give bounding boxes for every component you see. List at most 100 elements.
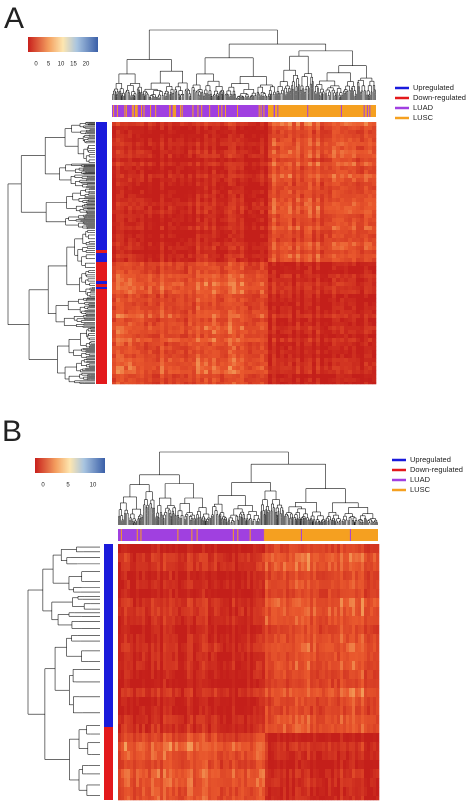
heatmap-cell [144,174,148,178]
heatmap-cell [164,134,168,138]
heatmap-cell [212,298,216,302]
heatmap-cell [112,318,116,322]
heatmap-cell [116,162,120,166]
heatmap-cell [264,310,268,314]
heatmap-cell [124,226,128,230]
heatmap-cell [220,382,224,384]
heatmap-cell [248,382,252,384]
heatmap-cell [212,134,216,138]
heatmap-cell [156,342,160,346]
heatmap-cell [112,250,116,254]
heatmap-cell [112,218,116,222]
heatmap-cell [200,262,204,266]
heatmap-cell [152,198,156,202]
heatmap-cell [180,246,184,250]
heatmap-cell [176,342,180,346]
heatmap-cell [192,170,196,174]
heatmap-cell [192,174,196,178]
heatmap-cell [156,282,160,286]
heatmap-cell [260,154,264,158]
heatmap-cell [284,186,288,190]
heatmap-cell [116,166,120,170]
heatmap-cell [184,242,188,246]
heatmap-cell [260,246,264,250]
heatmap-cell [284,230,288,234]
heatmap-cell [260,174,264,178]
heatmap-cell [272,358,276,362]
heatmap-cell [236,290,240,294]
heatmap-cell [168,318,172,322]
heatmap-cell [232,214,236,218]
heatmap-cell [244,238,248,242]
heatmap-cell [140,162,144,166]
heatmap-cell [112,130,116,134]
heatmap-cell [136,374,140,378]
heatmap-cell [300,274,304,278]
heatmap-cell [296,150,300,154]
heatmap-cell [228,314,232,318]
heatmap-cell [172,262,176,266]
heatmap-cell [132,382,136,384]
heatmap-cell [300,286,304,290]
heatmap-cell [192,238,196,242]
heatmap-cell [156,362,160,366]
heatmap-cell [116,378,120,382]
heatmap-cell [136,222,140,226]
heatmap-cell [120,290,124,294]
heatmap-cell [248,218,252,222]
heatmap-cell [248,258,252,262]
heatmap-cell [132,146,136,150]
heatmap-cell [124,194,128,198]
heatmap-cell [220,182,224,186]
heatmap-cell [128,234,132,238]
heatmap-cell [228,294,232,298]
heatmap-cell [112,138,116,142]
heatmap-cell [144,318,148,322]
heatmap-cell [280,322,284,326]
heatmap-cell [292,370,296,374]
heatmap-cell [244,362,248,366]
heatmap-cell [232,342,236,346]
heatmap-cell [156,254,160,258]
heatmap-cell [300,210,304,214]
heatmap-cell [208,210,212,214]
heatmap-cell [228,286,232,290]
heatmap-cell [176,346,180,350]
heatmap-cell [152,254,156,258]
heatmap-cell [272,310,276,314]
heatmap-cell [120,354,124,358]
heatmap-cell [284,206,288,210]
heatmap-cell [192,366,196,370]
heatmap-cell [272,262,276,266]
heatmap-cell [224,166,228,170]
heatmap-cell [244,278,248,282]
heatmap-cell [296,382,300,384]
heatmap-cell [280,222,284,226]
heatmap-cell [296,186,300,190]
heatmap-cell [236,254,240,258]
heatmap-cell [216,218,220,222]
heatmap-cell [292,178,296,182]
heatmap-cell [168,302,172,306]
heatmap-cell [112,346,116,350]
heatmap-cell [204,346,208,350]
heatmap-cell [204,138,208,142]
heatmap-cell [164,130,168,134]
heatmap-cell [164,230,168,234]
heatmap-cell [192,310,196,314]
heatmap-cell [188,362,192,366]
heatmap-cell [268,250,272,254]
heatmap-cell [280,378,284,382]
heatmap-cell [292,338,296,342]
heatmap-cell [192,194,196,198]
heatmap-cell [140,346,144,350]
heatmap-cell [240,294,244,298]
column-annotation [225,105,226,117]
heatmap-cell [176,362,180,366]
heatmap-cell [244,242,248,246]
heatmap-cell [248,294,252,298]
heatmap-cell [216,310,220,314]
heatmap-cell [212,238,216,242]
heatmap-cell [192,322,196,326]
heatmap-cell [128,254,132,258]
